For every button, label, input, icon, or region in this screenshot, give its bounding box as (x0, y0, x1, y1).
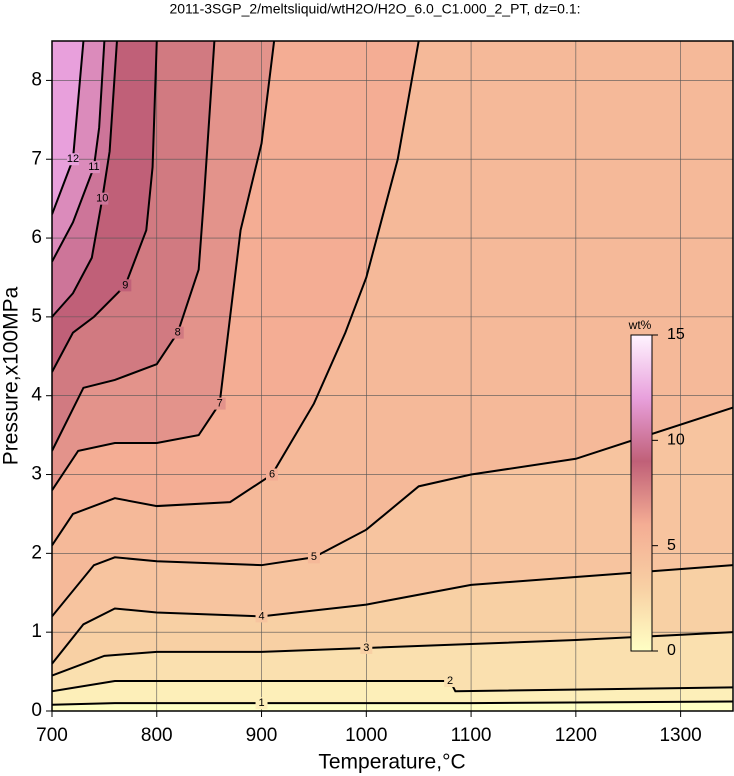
x-tick-label: 1200 (555, 725, 597, 746)
x-tick-label: 900 (246, 725, 278, 746)
contour-line (52, 41, 276, 491)
overlay: 700 800 900 1000 1100 1200 1300012345678123456… (31, 40, 734, 746)
contour-line (52, 631, 733, 677)
contour-line (52, 41, 118, 318)
contour-label-bg (266, 468, 279, 481)
contour-label-bg (255, 610, 268, 623)
contour-fill (52, 41, 84, 215)
x-tick-label: 1100 (451, 725, 492, 746)
x-tick-label: 800 (141, 725, 173, 746)
contour-label: 2 (447, 675, 453, 687)
x-axis-label: Temperature,°C (318, 751, 465, 774)
y-tick-label: 6 (31, 227, 42, 248)
y-tick-label: 3 (31, 464, 42, 485)
y-tick-label: 0 (31, 700, 42, 721)
colorbar-label: wt% (628, 318, 652, 332)
colorbar-tick-label: 5 (667, 537, 676, 554)
y-tick-label: 1 (31, 621, 42, 642)
contour-label-bg (96, 192, 109, 205)
contour-label-bg (307, 551, 320, 564)
chart-title: 2011-3SGP_2/meltsliquid/wtH2O/H2O_6.0_C1… (169, 1, 580, 17)
contour-label: 4 (258, 610, 264, 622)
colorbar-tick-label: 15 (667, 326, 685, 343)
contour-label-bg (360, 641, 373, 654)
x-tick-label: 1000 (345, 725, 387, 746)
plot-frame (51, 40, 734, 712)
contour-label-bg (444, 675, 457, 688)
contour-label-bg (213, 397, 226, 410)
x-tick-label: 700 (36, 725, 68, 746)
colorbar-tick-label: 0 (667, 642, 676, 659)
contour-label: 9 (122, 279, 128, 291)
colorbar (630, 334, 653, 652)
y-tick-label: 8 (31, 69, 42, 90)
y-tick-label: 4 (31, 385, 42, 406)
y-tick-label: 5 (31, 306, 42, 327)
contour-label: 5 (311, 551, 317, 563)
x-tick-label: 1300 (659, 725, 701, 746)
contour-label-bg (255, 697, 268, 710)
colorbar-tick-label: 10 (667, 432, 685, 449)
contour-label-bg (66, 153, 79, 166)
contour-label-bg (119, 279, 132, 292)
y-tick-label: 7 (31, 148, 42, 169)
contour-label-bg (171, 326, 184, 339)
contour-label: 1 (258, 697, 264, 709)
contour-label: 11 (88, 161, 99, 173)
contour-label: 6 (269, 468, 275, 480)
contour-label-bg (87, 161, 100, 174)
plot-area (52, 41, 733, 711)
contour-label: 3 (363, 642, 369, 654)
contour-label: 12 (67, 153, 79, 165)
contour-label: 7 (217, 397, 223, 409)
contour-label: 10 (96, 193, 108, 205)
y-tick-label: 2 (31, 542, 42, 563)
y-axis-label: Pressure,x100MPa (0, 286, 23, 465)
contour-label: 8 (175, 327, 181, 339)
